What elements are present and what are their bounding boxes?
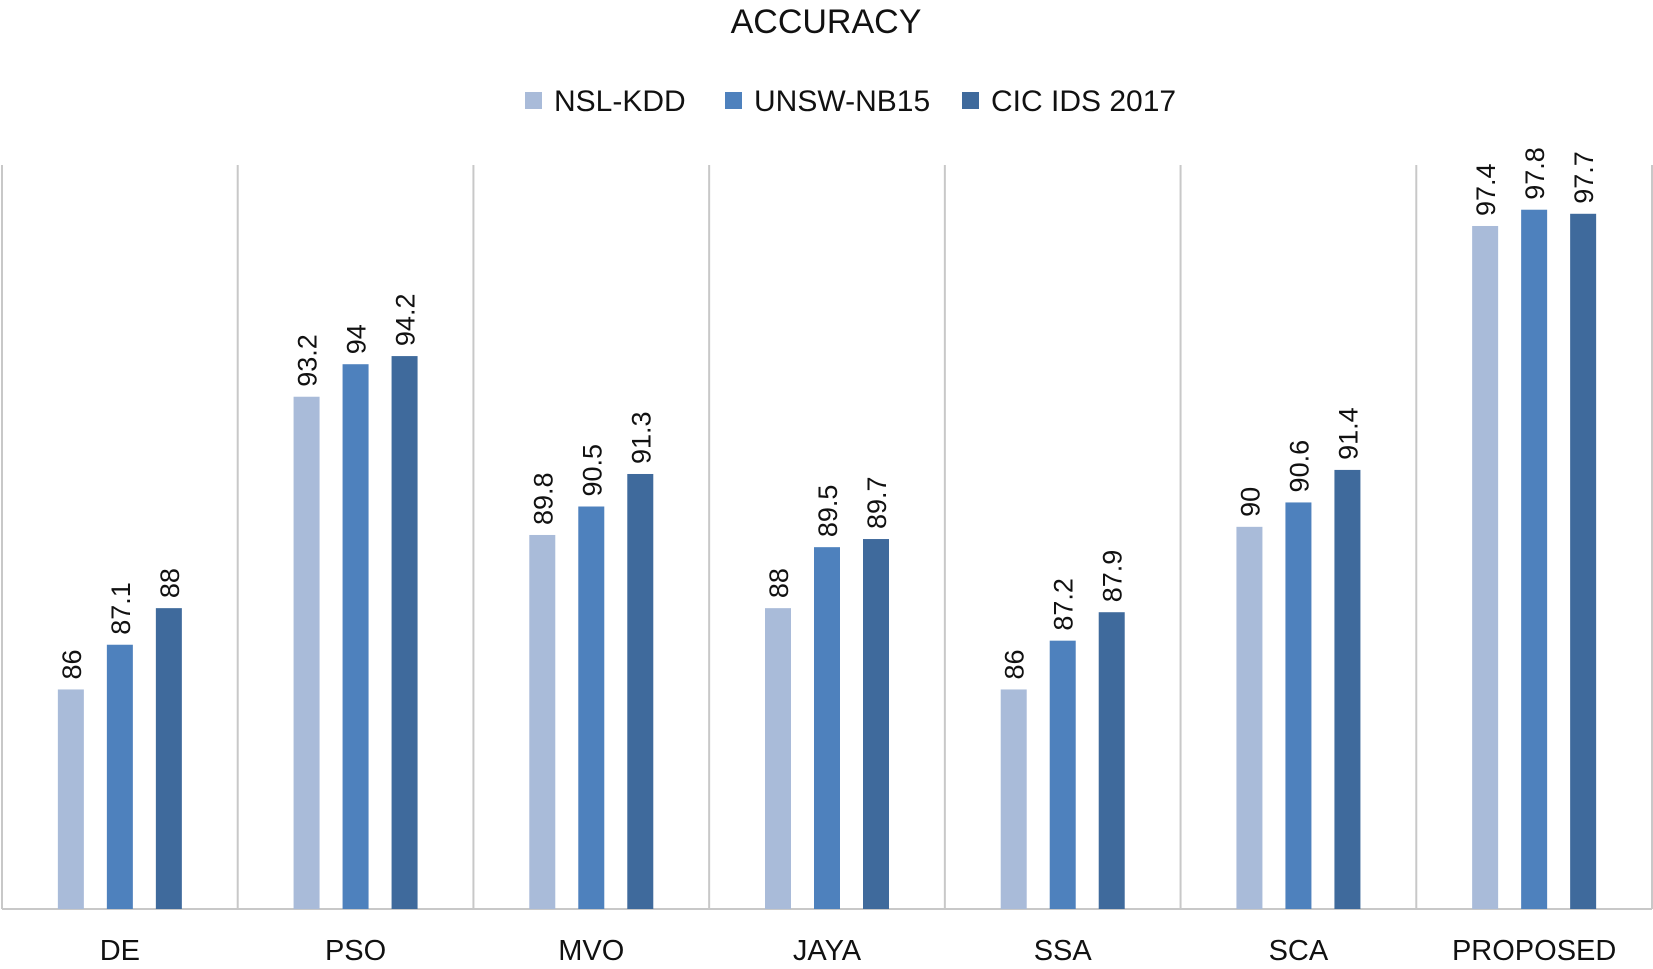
data-label: 94 [342, 324, 372, 354]
bar [814, 547, 840, 909]
bar [1472, 225, 1499, 909]
data-label: 87.1 [106, 582, 136, 635]
x-tick-label: MVO [558, 935, 624, 967]
bar [106, 644, 133, 909]
data-labels: 86 87.1 88 93.2 94 94.2 89.8 90.5 91.3 88 89.5 89.7… [57, 147, 1599, 679]
legend-item: UNSW-NB15 [725, 85, 930, 118]
data-label: 91.4 [1333, 407, 1363, 460]
chart-title: ACCURACY [731, 3, 922, 41]
x-tick-label: JAYA [793, 935, 862, 967]
bar [1098, 612, 1125, 909]
bar [578, 506, 605, 909]
data-label: 97.7 [1569, 151, 1599, 204]
legend: NSL-KDD UNSW-NB15 CIC IDS 2017 [525, 85, 1176, 118]
bar [1334, 469, 1361, 909]
bar [627, 473, 654, 909]
bar [391, 356, 418, 909]
data-label: 97.4 [1471, 163, 1501, 216]
bar [1521, 209, 1548, 909]
bar [1285, 502, 1312, 909]
data-label: 90.6 [1284, 440, 1314, 493]
legend-swatch [525, 92, 542, 109]
data-label: 87.2 [1049, 578, 1079, 631]
legend-swatch [725, 92, 742, 109]
bar [1236, 526, 1263, 909]
data-label: 93.2 [293, 334, 323, 387]
legend-label: CIC IDS 2017 [991, 85, 1176, 118]
legend-label: UNSW-NB15 [754, 85, 930, 118]
x-tick-label: DE [100, 935, 140, 967]
bar [293, 396, 320, 910]
data-label: 94.2 [391, 294, 421, 347]
data-label: 90.5 [577, 444, 607, 497]
data-label: 90 [1235, 487, 1265, 517]
x-tick-label: PROPOSED [1452, 935, 1616, 967]
data-label: 89.8 [528, 472, 558, 525]
legend-swatch [962, 92, 979, 109]
x-tick-label: PSO [325, 935, 386, 967]
bar [342, 364, 369, 909]
data-label: 97.8 [1520, 147, 1550, 200]
bar [863, 539, 889, 909]
x-tick-label: SSA [1034, 935, 1093, 967]
data-label: 88 [764, 568, 794, 598]
data-label: 86 [1000, 649, 1030, 679]
bar [1570, 213, 1597, 910]
bar [57, 689, 84, 909]
legend-label: NSL-KDD [554, 85, 686, 118]
x-tick-labels: DE PSO MVO JAYA SSA SCA PROPOSED [100, 935, 1617, 967]
legend-item: CIC IDS 2017 [962, 85, 1176, 118]
data-label: 89.5 [813, 485, 843, 538]
bar [1000, 689, 1027, 909]
x-tick-label: SCA [1269, 935, 1329, 967]
legend-item: NSL-KDD [525, 85, 686, 118]
bar [1049, 640, 1076, 909]
bar [765, 608, 791, 909]
data-label: 86 [57, 649, 87, 679]
data-label: 89.7 [862, 476, 892, 529]
bar [155, 608, 182, 909]
data-label: 87.9 [1098, 550, 1128, 603]
bars [57, 209, 1597, 910]
data-label: 91.3 [626, 411, 656, 464]
bar [529, 534, 556, 909]
data-label: 88 [155, 568, 185, 598]
